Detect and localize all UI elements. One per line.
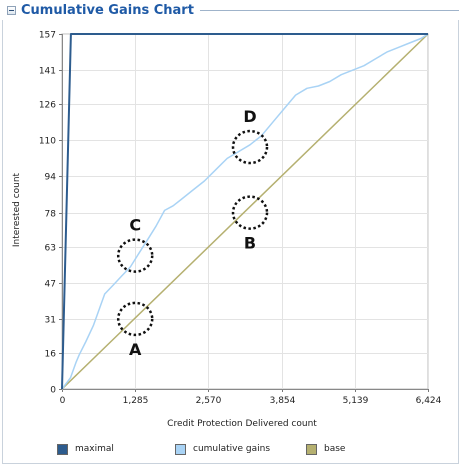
legend-label-maximal: maximal — [75, 444, 114, 454]
annotation-circle-a — [116, 301, 154, 337]
y-tick-label: 0 — [50, 386, 56, 396]
x-tick-label: 0 — [60, 396, 66, 406]
collapse-minus-icon[interactable] — [7, 5, 16, 15]
y-tick-label: 63 — [45, 244, 56, 254]
panel-header: Cumulative Gains Chart — [2, 0, 461, 20]
y-tick-label: 31 — [45, 316, 56, 326]
y-tick-label: 157 — [39, 31, 56, 41]
annotation-circle-c — [116, 238, 154, 273]
y-tick-label: 16 — [45, 350, 57, 360]
x-tick-label: 5,139 — [343, 396, 369, 406]
legend-swatch-maximal — [57, 443, 68, 455]
annotation-label-c: C — [129, 216, 141, 235]
y-tick-label: 126 — [39, 101, 56, 111]
series-line-base — [61, 33, 429, 390]
x-tick-label: 1,285 — [123, 396, 149, 406]
annotation-label-a: A — [129, 340, 142, 359]
y-tick-label: 47 — [45, 280, 56, 290]
y-tick-label: 78 — [45, 210, 57, 220]
legend-label-base: base — [324, 444, 346, 454]
legend-swatch-base — [306, 443, 317, 455]
y-tick-label: 110 — [39, 137, 56, 147]
annotation-circle-d — [231, 129, 269, 165]
legend: maximal cumulative gains base — [57, 440, 363, 458]
annotation-label-b: B — [244, 234, 256, 253]
y-tick-label: 94 — [45, 173, 57, 183]
legend-item-cumulative-gains: cumulative gains — [175, 443, 288, 455]
x-tick-label: 3,854 — [270, 396, 296, 406]
x-axis-label: Credit Protection Delivered count — [167, 419, 317, 429]
legend-swatch-cumulative-gains — [175, 443, 186, 455]
annotation-circle-b — [231, 195, 269, 230]
legend-item-base: base — [306, 443, 346, 455]
panel-title: Cumulative Gains Chart — [21, 2, 194, 18]
annotation-label-d: D — [243, 107, 256, 126]
series-line-cumulative-gains — [61, 33, 429, 390]
x-tick-label: 2,570 — [196, 396, 222, 406]
y-tick-label: 141 — [39, 67, 56, 77]
legend-label-cumulative-gains: cumulative gains — [193, 444, 271, 454]
plot-area: 0 16 31 47 63 78 94 110 126 141 157 0 1,285 2,570 3,85… — [39, 31, 442, 407]
x-tick-label: 6,424 — [416, 396, 442, 406]
series-line-maximal — [61, 33, 428, 390]
title-divider — [199, 9, 459, 11]
legend-item-maximal: maximal — [57, 443, 157, 455]
y-axis-label: Interested count — [12, 172, 22, 247]
